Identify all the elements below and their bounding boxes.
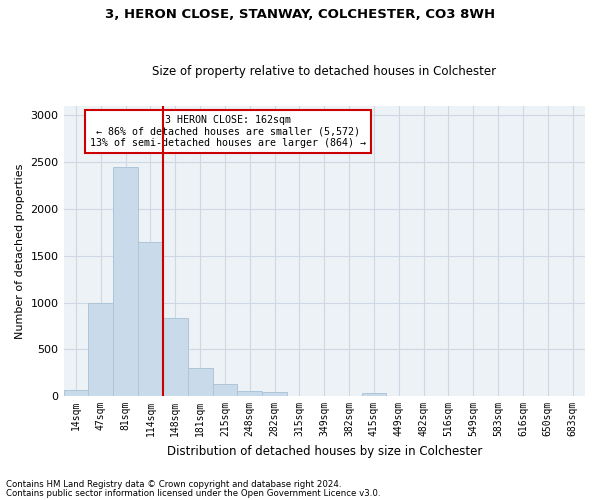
Bar — [113, 167, 138, 396]
Bar — [212, 384, 238, 396]
Text: 3 HERON CLOSE: 162sqm
← 86% of detached houses are smaller (5,572)
13% of semi-d: 3 HERON CLOSE: 162sqm ← 86% of detached … — [90, 115, 366, 148]
Text: Contains HM Land Registry data © Crown copyright and database right 2024.: Contains HM Land Registry data © Crown c… — [6, 480, 341, 489]
Y-axis label: Number of detached properties: Number of detached properties — [15, 164, 25, 338]
Bar — [138, 242, 163, 396]
Bar — [163, 318, 188, 396]
Text: Contains public sector information licensed under the Open Government Licence v3: Contains public sector information licen… — [6, 488, 380, 498]
Bar — [64, 390, 88, 396]
Bar — [238, 391, 262, 396]
Bar — [362, 393, 386, 396]
Bar — [262, 392, 287, 396]
X-axis label: Distribution of detached houses by size in Colchester: Distribution of detached houses by size … — [167, 444, 482, 458]
Text: 3, HERON CLOSE, STANWAY, COLCHESTER, CO3 8WH: 3, HERON CLOSE, STANWAY, COLCHESTER, CO3… — [105, 8, 495, 20]
Bar — [88, 302, 113, 396]
Bar — [188, 368, 212, 396]
Title: Size of property relative to detached houses in Colchester: Size of property relative to detached ho… — [152, 66, 496, 78]
